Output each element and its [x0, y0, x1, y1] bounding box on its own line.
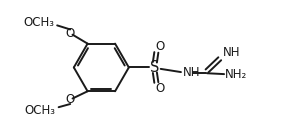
- Text: NH: NH: [223, 46, 240, 59]
- Text: NH: NH: [182, 66, 200, 79]
- Text: OCH₃: OCH₃: [23, 16, 54, 29]
- Text: O: O: [155, 82, 164, 95]
- Text: O: O: [66, 93, 75, 106]
- Text: O: O: [155, 40, 164, 53]
- Text: O: O: [66, 27, 75, 40]
- Text: S: S: [150, 60, 160, 75]
- Text: NH₂: NH₂: [225, 68, 247, 81]
- Text: OCH₃: OCH₃: [25, 104, 56, 117]
